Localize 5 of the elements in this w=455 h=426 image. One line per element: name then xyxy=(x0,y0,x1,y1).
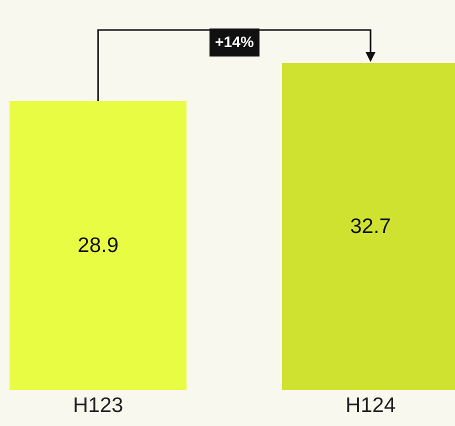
annotation: +14% xyxy=(215,34,254,51)
data-label: 32.7 xyxy=(350,215,391,238)
x-tick-label: H123 xyxy=(72,394,124,417)
data-label: 28.9 xyxy=(78,234,119,257)
x-tick-label: H124 xyxy=(345,394,396,417)
